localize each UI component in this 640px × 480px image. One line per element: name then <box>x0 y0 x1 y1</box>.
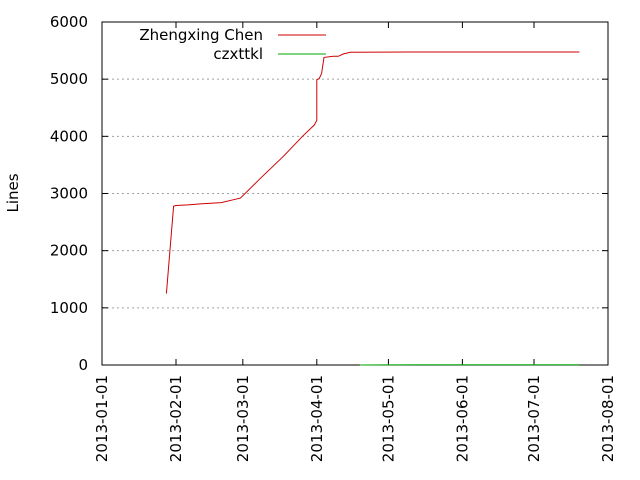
x-tick-label: 2013-06-01 <box>453 375 471 462</box>
series <box>165 51 580 366</box>
x-tick-label: 2013-07-01 <box>525 375 543 462</box>
x-tick-label: 2013-05-01 <box>379 375 397 462</box>
y-tick-label: 6000 <box>50 13 88 31</box>
y-tick-label: 1000 <box>50 299 88 317</box>
x-tick-label: 2013-03-01 <box>234 375 252 462</box>
x-tick-label: 2013-08-01 <box>599 375 617 462</box>
x-tick-label: 2013-02-01 <box>167 375 185 462</box>
y-tick-label: 2000 <box>50 242 88 260</box>
y-tick-label: 0 <box>78 356 88 374</box>
axes: 0 1000 2000 3000 4000 5000 6000 2013-01-01 2013-… <box>50 13 617 462</box>
legend-label-1: czxttkl <box>213 45 263 63</box>
y-tick-label: 3000 <box>50 185 88 203</box>
y-tick-label: 4000 <box>50 127 88 145</box>
x-tick-label: 2013-01-01 <box>93 375 111 462</box>
y-axis-label: Lines <box>4 173 22 212</box>
y-tick-label: 5000 <box>50 70 88 88</box>
grid <box>102 78 608 309</box>
x-tick-label: 2013-04-01 <box>308 375 326 462</box>
series-line-0 <box>165 51 580 294</box>
legend-label-0: Zhengxing Chen <box>139 26 263 44</box>
